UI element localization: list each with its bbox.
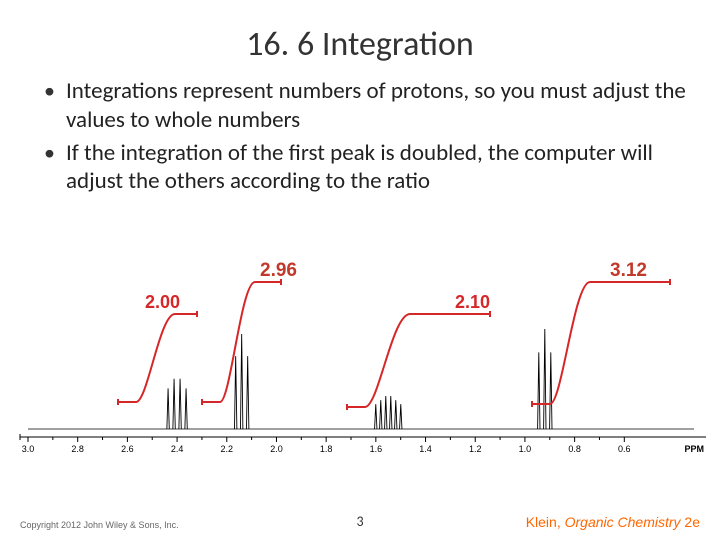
svg-text:3.0: 3.0 bbox=[22, 444, 35, 454]
svg-text:2.6: 2.6 bbox=[121, 444, 134, 454]
copyright-text: Copyright 2012 John Wiley & Sons, Inc. bbox=[20, 520, 179, 530]
svg-text:2.4: 2.4 bbox=[171, 444, 184, 454]
bullet-item: Integrations represent numbers of proton… bbox=[50, 77, 690, 135]
svg-text:1.8: 1.8 bbox=[320, 444, 333, 454]
svg-text:1.6: 1.6 bbox=[370, 444, 383, 454]
bullet-list: Integrations represent numbers of proton… bbox=[0, 77, 720, 196]
credit-edition: 2e bbox=[684, 514, 700, 530]
page-number: 3 bbox=[356, 513, 363, 530]
svg-text:PPM: PPM bbox=[684, 444, 704, 454]
svg-text:0.8: 0.8 bbox=[568, 444, 581, 454]
integration-value: 2.00 bbox=[145, 292, 180, 313]
credit-book: Organic Chemistry bbox=[565, 514, 685, 530]
bullet-item: If the integration of the first peak is … bbox=[50, 139, 690, 197]
credit-author: Klein, bbox=[526, 514, 565, 530]
svg-text:2.0: 2.0 bbox=[270, 444, 283, 454]
svg-text:2.8: 2.8 bbox=[71, 444, 84, 454]
svg-text:1.4: 1.4 bbox=[419, 444, 432, 454]
integration-value: 2.96 bbox=[260, 260, 297, 282]
nmr-spectrum: 3.0 2.8 2.6 2.4 2.2 2.0 1.8 1.6 1.4 1.2 1.0 0.8 0.6 P… bbox=[10, 252, 710, 482]
svg-text:1.2: 1.2 bbox=[469, 444, 482, 454]
slide-title: 16. 6 Integration bbox=[0, 0, 720, 77]
svg-text:0.6: 0.6 bbox=[618, 444, 631, 454]
integration-value: 3.12 bbox=[610, 260, 647, 282]
spectrum-svg: 3.0 2.8 2.6 2.4 2.2 2.0 1.8 1.6 1.4 1.2 1.0 0.8 0.6 P… bbox=[10, 252, 710, 462]
svg-text:2.2: 2.2 bbox=[221, 444, 234, 454]
credit-text: Klein, Organic Chemistry 2e bbox=[526, 514, 700, 530]
integration-value: 2.10 bbox=[455, 292, 490, 313]
svg-text:1.0: 1.0 bbox=[519, 444, 532, 454]
